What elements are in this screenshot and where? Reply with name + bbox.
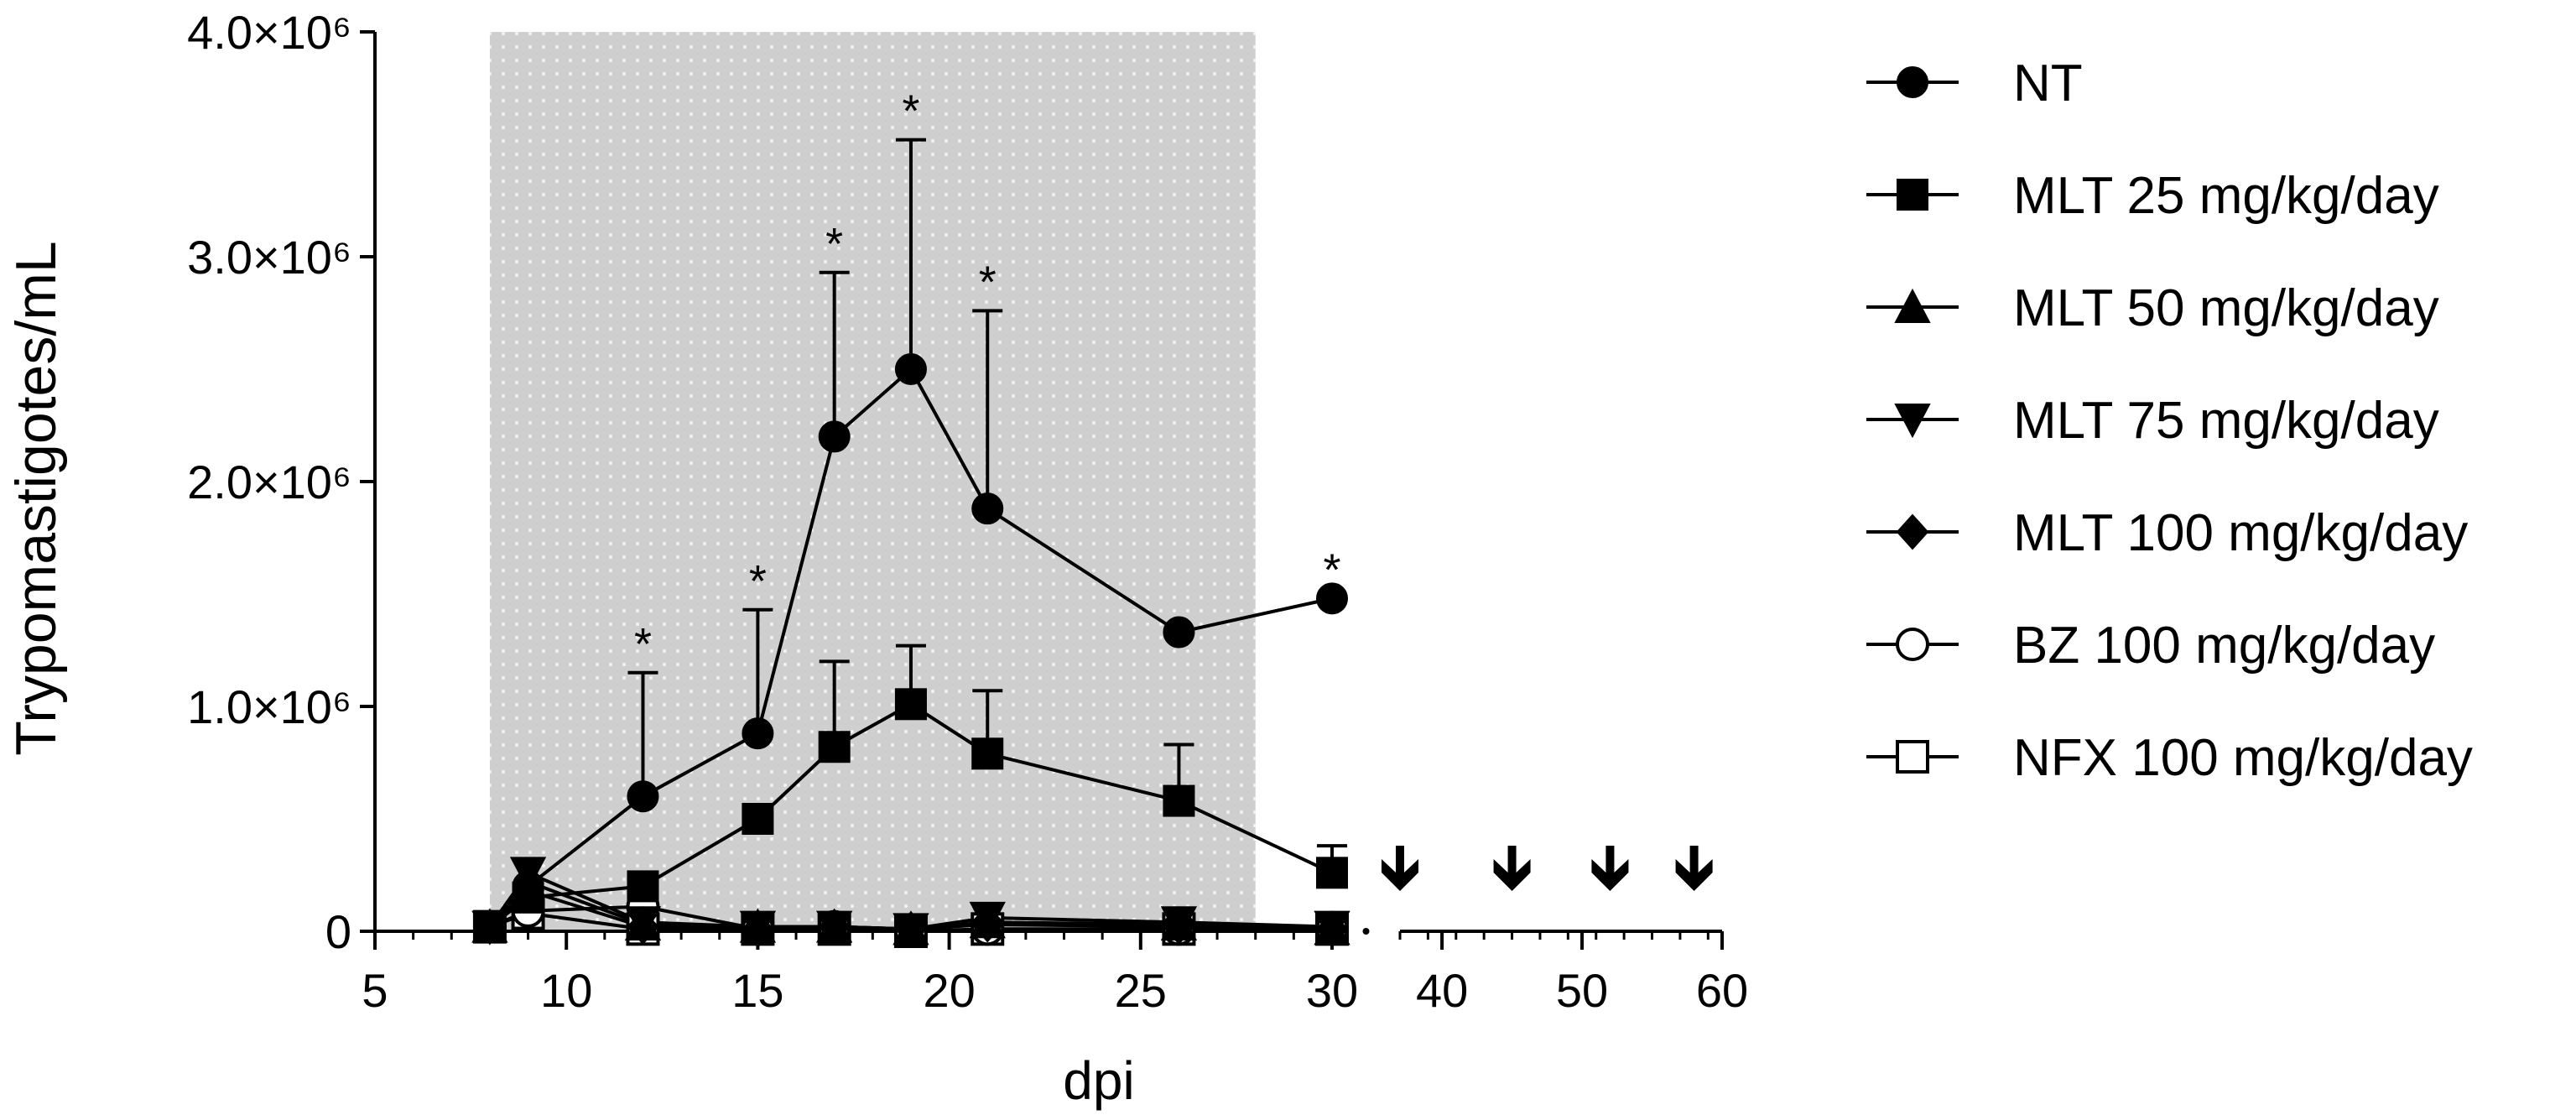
legend-item: MLT 100 mg/kg/day <box>1866 504 2468 562</box>
legend-item: MLT 75 mg/kg/day <box>1866 392 2439 450</box>
significance-marker: * <box>825 219 843 269</box>
down-arrow-icon <box>1493 846 1531 891</box>
legend-marker <box>1897 179 1928 211</box>
data-point <box>1316 857 1348 889</box>
data-point <box>892 910 929 946</box>
data-point <box>971 492 1004 525</box>
y-tick-label: 2.0×10⁶ <box>187 456 351 508</box>
significance-marker: * <box>979 257 997 307</box>
down-arrow-icon <box>1675 846 1713 891</box>
data-point <box>971 737 1004 770</box>
treatment-period-shading <box>489 32 1256 931</box>
significance-marker: * <box>634 619 652 670</box>
legend-label: MLT 75 mg/kg/day <box>2013 392 2439 450</box>
data-point <box>627 780 659 813</box>
significance-marker: * <box>1323 544 1340 595</box>
data-point <box>739 908 777 943</box>
data-point <box>624 905 662 940</box>
data-point <box>627 870 659 903</box>
data-point <box>1160 905 1198 940</box>
x-tick-label: 50 <box>1556 964 1608 1017</box>
series-line <box>527 366 1333 888</box>
x-tick-label: 15 <box>731 964 783 1017</box>
data-point <box>1163 616 1195 649</box>
data-point <box>818 731 851 763</box>
legend-item: NT <box>1866 55 2083 112</box>
data-point <box>742 803 774 835</box>
legend-label: BZ 100 mg/kg/day <box>2013 617 2435 675</box>
legend-label: MLT 25 mg/kg/day <box>2013 167 2439 225</box>
data-point <box>818 420 851 453</box>
down-arrow-icon <box>1591 846 1629 891</box>
legend-label: MLT 100 mg/kg/day <box>2013 504 2468 562</box>
y-tick-label: 0 <box>325 905 351 958</box>
legend-marker <box>1896 628 1929 661</box>
x-axis-break <box>1362 928 1370 935</box>
legend-marker <box>1897 66 1928 98</box>
y-axis-label: Trypomastigotes/mL <box>4 241 68 755</box>
data-point <box>894 353 927 385</box>
legend-label: NFX 100 mg/kg/day <box>2013 729 2473 787</box>
legend-item: BZ 100 mg/kg/day <box>1866 617 2435 675</box>
legend-label: NT <box>2013 55 2083 112</box>
y-tick-label: 3.0×10⁶ <box>187 231 351 284</box>
data-point <box>894 688 927 721</box>
x-tick-label: 25 <box>1115 964 1167 1017</box>
y-tick-label: 1.0×10⁶ <box>187 680 351 733</box>
data-point <box>512 870 544 903</box>
data-point <box>473 910 506 943</box>
x-tick-label: 60 <box>1696 964 1748 1017</box>
x-tick-label: 30 <box>1306 964 1358 1017</box>
legend-item: NFX 100 mg/kg/day <box>1866 729 2473 787</box>
x-axis-label: dpi <box>1063 1050 1134 1111</box>
down-arrow-icon <box>1382 846 1418 891</box>
significance-marker: * <box>749 556 767 607</box>
data-point <box>1316 582 1348 615</box>
data-point <box>969 904 1006 939</box>
x-tick-label: 20 <box>923 964 975 1017</box>
data-point <box>816 908 853 943</box>
data-point <box>1314 910 1350 946</box>
legend-marker <box>1894 404 1931 439</box>
legend-item: MLT 25 mg/kg/day <box>1866 167 2439 225</box>
legend-marker <box>1896 740 1929 774</box>
x-tick-label: 5 <box>362 964 388 1017</box>
x-tick-label: 10 <box>540 964 592 1017</box>
legend-marker <box>1896 513 1929 550</box>
data-point <box>1163 784 1195 817</box>
x-tick-label: 40 <box>1416 964 1468 1017</box>
significance-marker: * <box>902 86 919 137</box>
data-point <box>742 717 774 750</box>
legend-item: MLT 50 mg/kg/day <box>1866 279 2439 337</box>
y-tick-label: 4.0×10⁶ <box>187 6 351 59</box>
legend-label: MLT 50 mg/kg/day <box>2013 279 2439 337</box>
legend-marker <box>1894 288 1931 323</box>
